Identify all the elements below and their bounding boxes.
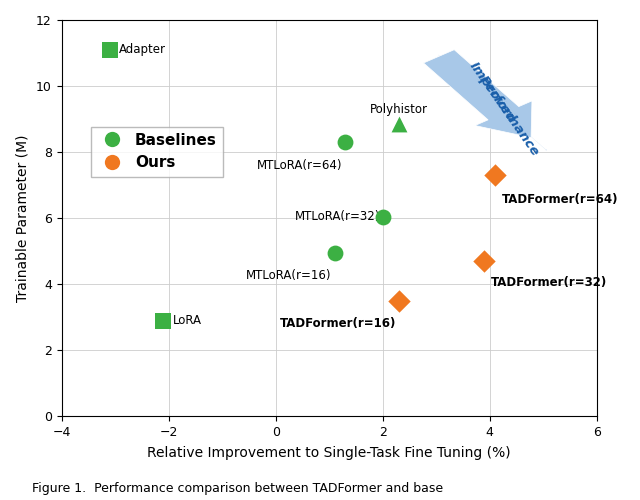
Text: TADFormer(r=32): TADFormer(r=32) xyxy=(491,276,607,289)
Point xyxy=(104,46,115,54)
X-axis label: Relative Improvement to Single-Task Fine Tuning (%): Relative Improvement to Single-Task Fine… xyxy=(147,446,511,460)
Text: Adapter: Adapter xyxy=(119,43,166,56)
Text: LoRA: LoRA xyxy=(173,314,202,327)
Point xyxy=(479,257,490,265)
Text: Performance: Performance xyxy=(476,73,541,158)
Text: MTLoRA(r=32): MTLoRA(r=32) xyxy=(294,210,380,223)
Text: Figure 1.  Performance comparison between TADFormer and base: Figure 1. Performance comparison between… xyxy=(32,482,443,495)
Point xyxy=(340,138,350,146)
Point xyxy=(330,249,340,257)
Legend: Baselines, Ours: Baselines, Ours xyxy=(91,126,223,176)
Text: MTLoRA(r=16): MTLoRA(r=16) xyxy=(246,270,332,282)
FancyArrow shape xyxy=(424,50,532,138)
Text: Polyhistor: Polyhistor xyxy=(370,103,428,116)
Text: MTLoRA(r=64): MTLoRA(r=64) xyxy=(257,158,342,172)
Point xyxy=(158,316,168,324)
Text: TADFormer(r=64): TADFormer(r=64) xyxy=(502,194,618,206)
Y-axis label: Trainable Parameter (M): Trainable Parameter (M) xyxy=(15,134,29,302)
Point xyxy=(394,296,404,304)
Text: TADFormer(r=16): TADFormer(r=16) xyxy=(280,318,396,330)
Point xyxy=(490,171,500,179)
Text: Improved: Improved xyxy=(467,60,518,126)
Point xyxy=(378,212,388,220)
Point xyxy=(394,120,404,128)
